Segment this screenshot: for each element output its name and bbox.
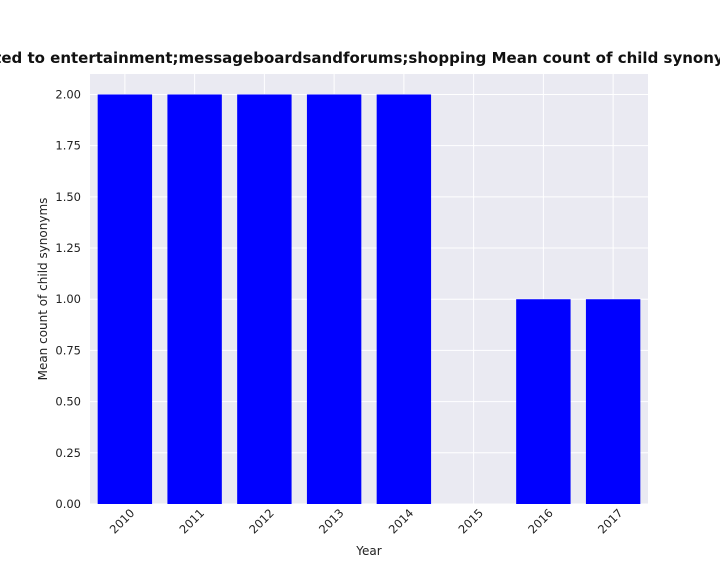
x-tick-label: 2015 (455, 506, 486, 537)
y-tick-label: 0.25 (55, 446, 81, 460)
bar-2011 (167, 94, 222, 504)
x-tick-label: 2017 (595, 506, 626, 537)
y-tick-label: 1.00 (55, 292, 81, 306)
y-tick-label: 1.50 (55, 190, 81, 204)
bar-2014 (376, 94, 432, 504)
y-tick-label: 0.50 (55, 395, 81, 409)
x-tick-label: 2010 (107, 506, 138, 537)
bar-2013 (306, 94, 362, 504)
bar-2017 (585, 299, 641, 504)
bars (97, 94, 641, 504)
bar-2016 (516, 299, 571, 504)
x-tick-label: 2016 (525, 506, 556, 537)
y-tick-label: 0.75 (55, 343, 81, 357)
bar-2012 (237, 94, 292, 504)
y-tick-label: 1.25 (55, 241, 81, 255)
x-tick-label: 2011 (176, 506, 207, 537)
chart-title: elated to entertainment;messageboardsand… (0, 49, 720, 67)
y-tick-label: 2.00 (55, 87, 81, 101)
y-axis-label: Mean count of child synonyms (36, 198, 50, 381)
y-axis-ticks: 0.00 0.25 0.50 0.75 1.00 1.25 1.50 1.75 2.00 (55, 87, 81, 511)
x-tick-label: 2012 (246, 506, 277, 537)
y-tick-label: 0.00 (55, 497, 81, 511)
x-tick-label: 2014 (386, 506, 417, 537)
x-axis-ticks: 2010 2011 2012 2013 2014 2015 2016 2017 (107, 506, 626, 537)
bar-2010 (97, 94, 153, 504)
x-tick-label: 2013 (316, 506, 347, 537)
x-axis-label: Year (355, 544, 381, 558)
y-tick-label: 1.75 (55, 139, 81, 153)
